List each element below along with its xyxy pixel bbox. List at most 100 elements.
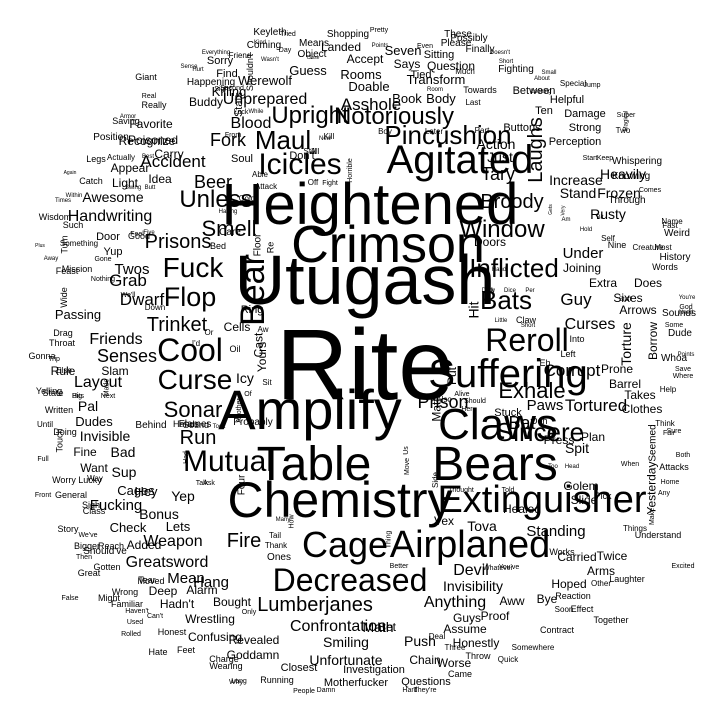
cloud-word: Many bbox=[275, 517, 291, 523]
cloud-word: Hit bbox=[465, 301, 482, 319]
cloud-word: Short bbox=[498, 59, 514, 65]
cloud-word: Door bbox=[96, 230, 120, 243]
cloud-word: Might bbox=[97, 592, 120, 603]
cloud-word: Nothing bbox=[90, 275, 116, 283]
cloud-word: Icy bbox=[236, 370, 254, 386]
cloud-word: Butt bbox=[144, 185, 156, 191]
cloud-word: Hands bbox=[172, 418, 199, 429]
cloud-word: Possibly bbox=[450, 33, 488, 44]
cloud-word: Better bbox=[389, 562, 409, 570]
cloud-word: Good bbox=[127, 230, 151, 241]
cloud-word: Hate bbox=[148, 646, 168, 657]
cloud-word: General bbox=[54, 489, 88, 500]
cloud-word: Sure bbox=[666, 427, 682, 435]
cloud-word: Within bbox=[65, 193, 83, 199]
cloud-word: Ten bbox=[535, 104, 553, 117]
cloud-word: Fine bbox=[73, 445, 97, 459]
cloud-word: Crimson bbox=[291, 216, 485, 274]
cloud-word: Start bbox=[582, 154, 598, 162]
cloud-word: Broody bbox=[480, 191, 544, 213]
cloud-word: Doors bbox=[473, 235, 506, 249]
cloud-word: Dudes bbox=[75, 413, 113, 429]
cloud-word: Also bbox=[436, 395, 452, 404]
cloud-word: Cells bbox=[223, 320, 251, 334]
cloud-word: Way bbox=[87, 474, 103, 483]
cloud-word: Does bbox=[633, 276, 662, 290]
cloud-word: Torture bbox=[617, 322, 634, 366]
cloud-word: Day bbox=[278, 46, 292, 54]
cloud-word: Honestly bbox=[452, 636, 500, 650]
cloud-word: Notoriously bbox=[333, 103, 455, 130]
cloud-word: Accident bbox=[140, 151, 206, 171]
cloud-word: Fuck bbox=[162, 252, 224, 283]
cloud-word: Where bbox=[672, 372, 694, 380]
cloud-word: Pal bbox=[77, 398, 99, 414]
cloud-word: Gets bbox=[547, 203, 554, 215]
cloud-word: Corrupt bbox=[543, 360, 601, 380]
cloud-word: Throw bbox=[465, 650, 491, 661]
cloud-word: Set bbox=[377, 620, 396, 634]
cloud-word: Thank bbox=[264, 541, 288, 550]
cloud-word: Damage bbox=[564, 107, 606, 120]
cloud-word: Want bbox=[80, 461, 108, 475]
cloud-word: Rooms bbox=[340, 66, 382, 82]
cloud-word: Aw bbox=[257, 325, 269, 334]
cloud-word: Mutual bbox=[182, 445, 274, 478]
cloud-word: Questions bbox=[401, 675, 451, 688]
cloud-word: Rusty bbox=[590, 206, 626, 222]
cloud-word: Find bbox=[216, 67, 238, 80]
cloud-word: Healed bbox=[502, 502, 542, 516]
cloud-word: Position bbox=[93, 132, 129, 143]
cloud-word: Thing bbox=[385, 530, 393, 548]
cloud-word: Written bbox=[44, 404, 74, 415]
cloud-word: Or bbox=[204, 328, 214, 337]
cloud-word: Revealed bbox=[228, 633, 280, 647]
cloud-word: Fight bbox=[322, 179, 338, 187]
cloud-word: Pincushion bbox=[384, 120, 512, 150]
cloud-word: Magical bbox=[622, 110, 629, 132]
cloud-word: Icicles bbox=[258, 148, 342, 181]
cloud-word: Smell bbox=[201, 216, 257, 241]
cloud-word: Plan bbox=[580, 430, 606, 444]
cloud-word: Sixes bbox=[613, 291, 643, 305]
cloud-word: Proof bbox=[480, 609, 510, 623]
cloud-word: Fork bbox=[210, 130, 246, 150]
cloud-word: Into bbox=[569, 333, 585, 344]
cloud-word: Until bbox=[36, 420, 53, 429]
cloud-word: Tortured bbox=[564, 395, 628, 415]
cloud-word: Unfortunate bbox=[309, 652, 383, 668]
cloud-word: Big bbox=[71, 392, 83, 400]
cloud-word: Guys bbox=[452, 611, 481, 625]
cloud-word: Friend bbox=[228, 51, 252, 60]
cloud-word: Helpful bbox=[549, 93, 585, 106]
cloud-word: Claws bbox=[438, 400, 558, 449]
cloud-word: Feast bbox=[55, 265, 79, 276]
cloud-word: Kind bbox=[253, 40, 266, 46]
cloud-word: Chemistry bbox=[227, 472, 453, 528]
cloud-word: Doable bbox=[348, 78, 390, 94]
cloud-word: Amplify bbox=[218, 378, 402, 441]
cloud-word: Guess bbox=[289, 62, 327, 78]
cloud-word: Poisoned bbox=[127, 133, 179, 147]
cloud-word: Creature bbox=[632, 243, 664, 252]
cloud-word: Push bbox=[404, 633, 436, 649]
cloud-word: Action bbox=[476, 136, 516, 152]
cloud-word: Carry bbox=[154, 147, 184, 161]
cloud-word: Then bbox=[76, 553, 92, 561]
cloud-word: Math bbox=[362, 619, 394, 635]
cloud-word: Catch bbox=[79, 175, 103, 186]
cloud-word: Four bbox=[235, 474, 247, 496]
cloud-word: Knowing bbox=[611, 171, 651, 182]
cloud-word: Just bbox=[487, 149, 513, 165]
cloud-word: Tried bbox=[280, 30, 296, 38]
cloud-word: Stuck bbox=[494, 406, 522, 419]
cloud-word: Unless bbox=[179, 186, 253, 213]
cloud-word: Bed bbox=[209, 240, 226, 251]
cloud-word: Comes bbox=[638, 186, 662, 194]
cloud-word: Move bbox=[404, 457, 412, 475]
cloud-word: Hits bbox=[71, 392, 85, 400]
cloud-word: Name bbox=[661, 217, 683, 226]
cloud-word: Bit bbox=[596, 215, 604, 221]
cloud-word: Story bbox=[57, 523, 79, 534]
cloud-word: Invisibility bbox=[443, 578, 503, 594]
